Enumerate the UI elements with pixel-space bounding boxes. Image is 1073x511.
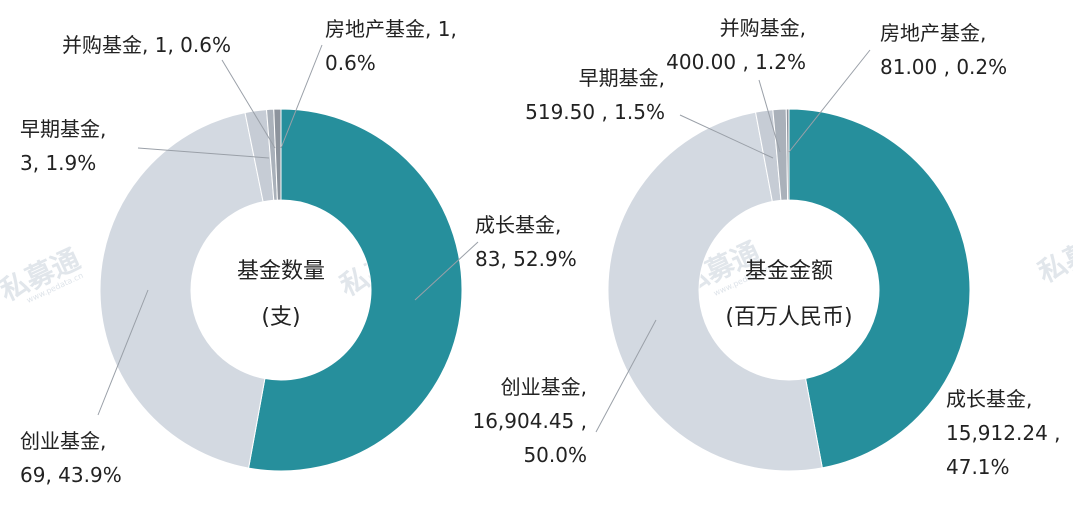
- slice-1: [788, 108, 971, 469]
- slice-label-2: 创业基金,: [20, 429, 106, 453]
- slice-label-3: 519.50 , 1.5%: [525, 100, 665, 124]
- center-label: (百万人民币): [725, 305, 852, 330]
- slice-label-5: 81.00 , 0.2%: [880, 55, 1007, 79]
- leader-line-4: [221, 59, 276, 149]
- center-label: 基金数量: [237, 259, 325, 284]
- slice-label-2: 69, 43.9%: [20, 463, 122, 487]
- leader-line-3: [137, 147, 270, 159]
- slice-5: [785, 108, 790, 201]
- leader-line-5: [788, 49, 871, 153]
- slice-2: [99, 112, 266, 469]
- slice-label-4: 并购基金, 1, 0.6%: [62, 33, 231, 57]
- leader-line-5: [280, 44, 323, 149]
- slice-label-3: 早期基金,: [20, 117, 106, 141]
- leader-line-3: [679, 114, 774, 159]
- slice-label-2: 16,904.45 ,: [472, 409, 587, 433]
- leader-line-4: [758, 79, 781, 153]
- leader-line-2: [97, 289, 149, 416]
- slice-label-1: 成长基金,: [475, 213, 561, 237]
- slice-1: [247, 108, 463, 472]
- slice-label-1: 成长基金,: [946, 387, 1032, 411]
- slice-label-2: 50.0%: [523, 443, 587, 467]
- slice-label-4: 并购基金,: [720, 16, 806, 40]
- leader-line-1: [414, 241, 479, 301]
- watermark-text-4: 私募通: [1033, 224, 1073, 289]
- slice-label-1: 47.1%: [946, 455, 1010, 479]
- donut-fund-count: 成长基金, 83, 52.9% 创业基金, 69, 43.9% 早期基金, 3, 1.9%…: [20, 17, 577, 487]
- slice-label-5: 房地产基金,: [880, 21, 986, 45]
- center-label: 基金金额: [745, 259, 833, 284]
- slice-label-1: 15,912.24 ,: [946, 421, 1061, 445]
- slice-label-4: 400.00 , 1.2%: [666, 50, 806, 74]
- slice-label-2: 创业基金,: [501, 375, 587, 399]
- slice-label-5: 0.6%: [325, 51, 376, 75]
- slice-5: [273, 108, 282, 201]
- slice-2: [607, 111, 823, 472]
- leader-line-2: [595, 319, 657, 433]
- slice-label-3: 早期基金,: [579, 66, 665, 90]
- donut-fund-amount: 成长基金, 15,912.24 , 47.1% 创业基金, 16,904.45 , 50.…: [472, 16, 1060, 479]
- slice-label-3: 3, 1.9%: [20, 151, 96, 175]
- slice-label-5: 房地产基金, 1,: [325, 17, 457, 41]
- slice-label-1: 83, 52.9%: [475, 247, 577, 271]
- center-label: (支): [261, 305, 300, 330]
